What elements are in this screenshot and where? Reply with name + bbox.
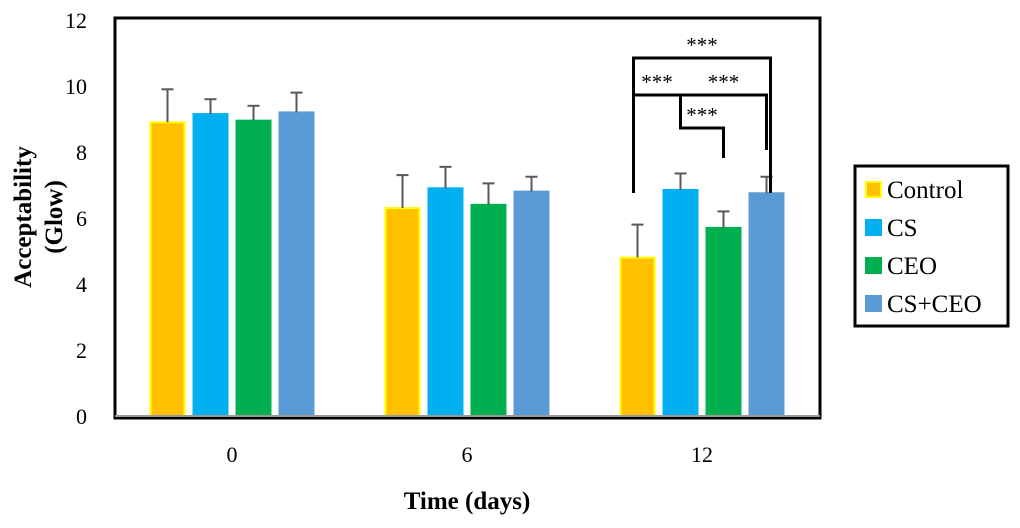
bar-control-day-0 [149,121,186,418]
y-axis-title-line1: Acceptability [10,146,37,288]
y-tick-label: 10 [65,74,87,99]
x-tick-label: 6 [462,442,473,467]
bar-ceo-day-0 [235,119,272,418]
y-tick-label: 0 [76,404,87,429]
bar-cs-day-0 [192,113,229,418]
legend-swatch [865,219,882,236]
bar-cs-day-6 [427,187,464,417]
y-axis-ticks: 0 2 4 6 8 10 12 [65,8,87,429]
y-tick-label: 2 [76,338,87,363]
significance-brackets: *** *** *** *** [632,33,772,193]
legend-label: CS+CEO [887,291,982,318]
legend-swatch [865,257,882,274]
bar-marks [149,111,785,418]
significance-label: *** [686,33,718,57]
y-tick-label: 6 [76,206,87,231]
significance-label: *** [641,70,673,94]
significance-bracket [679,112,725,158]
y-tick-label: 4 [76,272,87,297]
bar-control-day-12 [619,256,656,417]
legend-label: CS [887,215,918,242]
x-tick-label: 12 [691,442,713,467]
significance-bracket [679,93,768,150]
legend-label: CEO [887,253,937,280]
bar-cs-day-12 [662,188,699,417]
x-axis-ticks: 0 6 12 [227,442,714,467]
y-tick-label: 12 [65,8,87,33]
bar-ceo-day-12 [705,226,742,417]
y-axis-title-line2: (Glow) [41,180,68,254]
bar-cs-ceo-day-6 [513,190,550,417]
significance-label: *** [686,103,718,127]
legend-swatch [865,295,882,312]
x-axis-title: Time (days) [404,488,531,515]
significance-label: *** [708,70,740,94]
legend-swatch [865,181,882,198]
bar-control-day-6 [384,207,421,417]
error-bars [161,88,773,258]
bar-cs-ceo-day-0 [278,111,315,418]
bar-cs-ceo-day-12 [748,192,785,417]
significance-bracket [632,93,682,193]
bar-ceo-day-6 [470,203,507,417]
y-tick-label: 8 [76,140,87,165]
legend: Control CS CEO CS+CEO [865,177,982,318]
x-tick-label: 0 [227,442,238,467]
legend-label: Control [887,177,963,204]
plot-area-border [113,16,822,420]
